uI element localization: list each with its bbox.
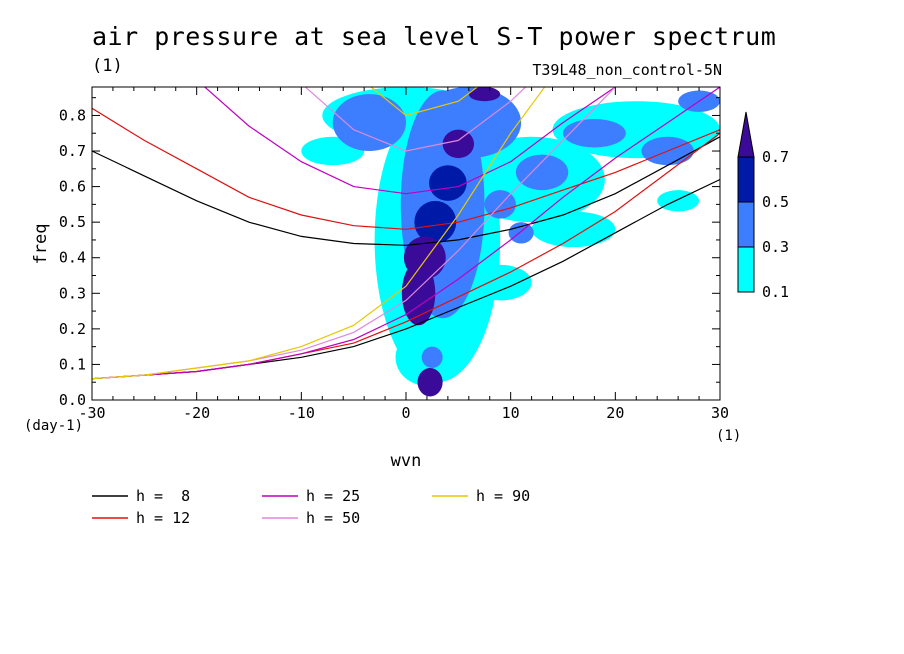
colorbar-label-3: 0.7 (762, 148, 789, 166)
contour-blob-6 (442, 129, 475, 159)
title-unit: (1) (92, 56, 123, 76)
contour-blob-13 (515, 154, 569, 191)
colorbar-segment-1 (737, 201, 755, 248)
curve-layer (92, 87, 720, 380)
legend-label-3: h = 50 (306, 509, 360, 527)
x-tick-label-5: 20 (606, 404, 624, 422)
contour-blob-1 (421, 346, 443, 368)
colorbar-segment-0 (737, 246, 755, 293)
legend-label-1: h = 12 (136, 509, 190, 527)
legend-label-2: h = 25 (306, 487, 360, 505)
x-tick-label-6: 30 (711, 404, 729, 422)
contour-blob-5 (429, 165, 467, 201)
contour-blob-22 (531, 211, 616, 248)
colorbar-label-2: 0.5 (762, 193, 789, 211)
contour-blob-7 (468, 87, 501, 102)
legend-label-4: h = 90 (476, 487, 530, 505)
curve-4-lower (92, 87, 546, 380)
contour-blob-14 (563, 119, 626, 148)
colorbar-segment-2 (737, 156, 755, 203)
chart-title: air pressure at sea level S-T power spec… (92, 22, 777, 51)
x-tick-label-3: 0 (401, 404, 410, 422)
contour-blob-25 (657, 190, 700, 212)
curve-2-upper (203, 87, 617, 195)
y-tick-label-8: 0.8 (59, 106, 86, 124)
y-tick-label-4: 0.4 (59, 249, 86, 267)
colorbar-label-1: 0.3 (762, 238, 789, 256)
axes: -30 -20 -10 0 10 20 30 0.0 0.1 0.2 0.3 0.4 0.5 0.6 0.7… (59, 87, 729, 422)
legend-label-0: h = 8 (136, 487, 190, 505)
curve-4-upper (370, 87, 479, 117)
contour-layer (301, 87, 720, 397)
experiment-label: T39L48_non_control-5N (532, 61, 722, 79)
x-tick-label-2: -10 (288, 404, 315, 422)
y-tick-label-7: 0.7 (59, 142, 86, 160)
x-axis-unit: (1) (716, 428, 741, 444)
contour-blob-12 (508, 222, 534, 244)
legend: h = 8 h = 12 h = 25 h = 50 h = 90 (92, 487, 530, 527)
y-tick-label-0: 0.0 (59, 391, 86, 409)
x-tick-label-4: 10 (502, 404, 520, 422)
colorbar-triangle (737, 111, 755, 158)
y-tick-label-3: 0.3 (59, 284, 86, 302)
colorbar-label-0: 0.1 (762, 283, 789, 301)
contour-blob-9 (416, 87, 522, 159)
contour-blob-23 (468, 264, 532, 301)
y-tick-label-1: 0.1 (59, 355, 86, 373)
contour-blob-0 (417, 367, 443, 397)
y-tick-label-5: 0.5 (59, 213, 86, 231)
contour-blob-10 (332, 94, 406, 152)
colorbar: 0.1 0.3 0.5 0.7 (737, 111, 789, 301)
curve-0-upper (92, 136, 720, 246)
x-axis-label: wvn (391, 451, 422, 471)
curve-1-upper (92, 107, 720, 230)
y-tick-label-6: 0.6 (59, 178, 86, 196)
x-tick-label-1: -20 (183, 404, 210, 422)
y-tick-label-2: 0.2 (59, 320, 86, 338)
curve-3-upper (304, 87, 527, 152)
curve-2-lower (92, 87, 720, 380)
y-axis-unit: (day-1) (24, 418, 83, 434)
y-axis-label: freq (31, 224, 51, 265)
x-tick-label-0: -30 (78, 404, 105, 422)
